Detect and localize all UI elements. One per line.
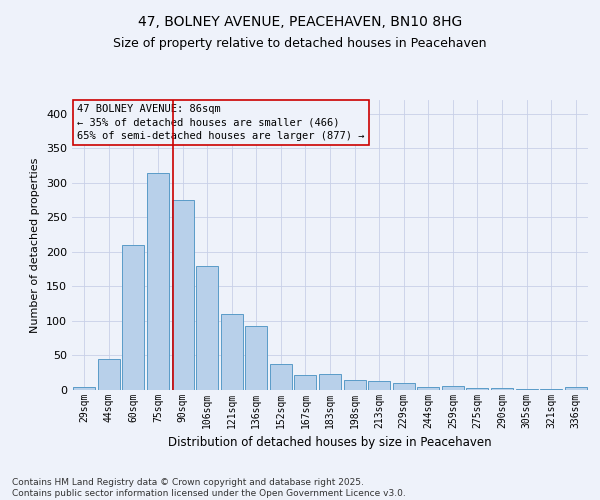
- Bar: [172, 200, 194, 390]
- Bar: [344, 380, 365, 390]
- Bar: [221, 314, 243, 390]
- Bar: [491, 388, 513, 390]
- Bar: [319, 374, 341, 390]
- Bar: [295, 375, 316, 390]
- Bar: [196, 266, 218, 390]
- Bar: [565, 387, 587, 390]
- Bar: [270, 364, 292, 390]
- Text: Size of property relative to detached houses in Peacehaven: Size of property relative to detached ho…: [113, 38, 487, 51]
- Y-axis label: Number of detached properties: Number of detached properties: [31, 158, 40, 332]
- Bar: [442, 386, 464, 390]
- Bar: [98, 359, 120, 390]
- Bar: [368, 381, 390, 390]
- Bar: [147, 172, 169, 390]
- Text: 47 BOLNEY AVENUE: 86sqm
← 35% of detached houses are smaller (466)
65% of semi-d: 47 BOLNEY AVENUE: 86sqm ← 35% of detache…: [77, 104, 365, 141]
- Text: 47, BOLNEY AVENUE, PEACEHAVEN, BN10 8HG: 47, BOLNEY AVENUE, PEACEHAVEN, BN10 8HG: [138, 15, 462, 29]
- Bar: [73, 386, 95, 390]
- Bar: [245, 326, 268, 390]
- Bar: [392, 383, 415, 390]
- Bar: [466, 388, 488, 390]
- Bar: [515, 388, 538, 390]
- Bar: [122, 245, 145, 390]
- Text: Contains HM Land Registry data © Crown copyright and database right 2025.
Contai: Contains HM Land Registry data © Crown c…: [12, 478, 406, 498]
- Bar: [417, 386, 439, 390]
- X-axis label: Distribution of detached houses by size in Peacehaven: Distribution of detached houses by size …: [168, 436, 492, 450]
